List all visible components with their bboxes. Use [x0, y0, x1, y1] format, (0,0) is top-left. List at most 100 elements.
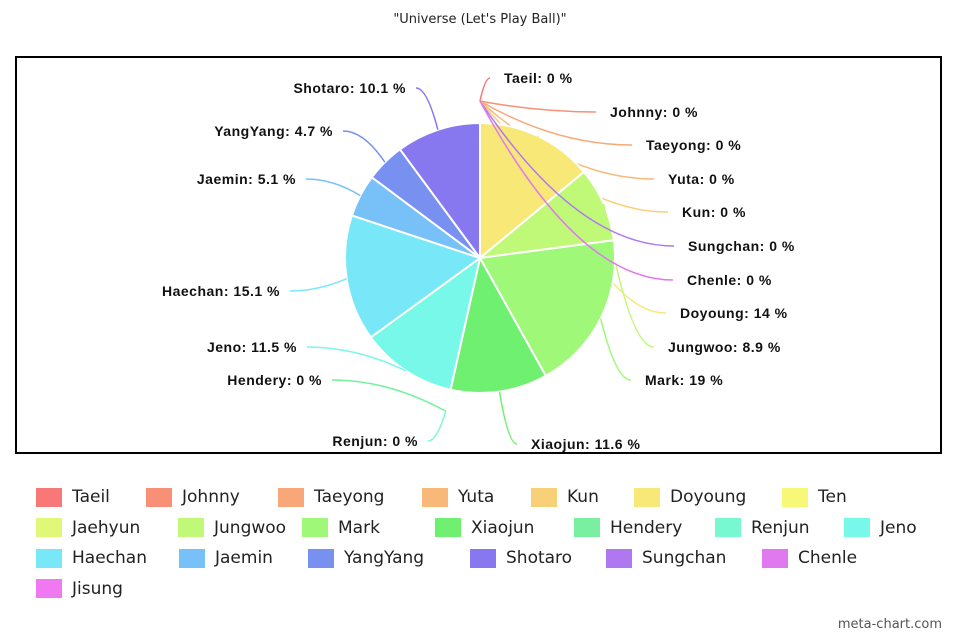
legend-swatch: [36, 548, 62, 568]
data-label-yuta: Yuta: 0 %: [668, 171, 735, 187]
data-label-kun: Kun: 0 %: [682, 204, 746, 220]
data-label-renjun: Renjun: 0 %: [332, 433, 418, 449]
legend-item-mark[interactable]: Mark: [302, 518, 380, 538]
legend-label: Renjun: [751, 517, 810, 538]
leader-line-jungwoo: [602, 203, 655, 348]
legend-item-jisung[interactable]: Jisung: [36, 579, 123, 599]
legend-swatch: [715, 518, 741, 537]
pie-slice-xiaojun[interactable]: [449, 255, 548, 394]
legend-item-shotaro[interactable]: Shotaro: [470, 548, 572, 568]
leader-line-chenle: [479, 100, 674, 281]
legend-swatch: [782, 487, 808, 507]
legend-label: Chenle: [798, 548, 858, 568]
legend-label: Taeyong: [314, 487, 385, 507]
chart-title: "Universe (Let's Play Ball)": [393, 12, 567, 27]
legend-swatch: [844, 518, 870, 537]
data-label-hendery: Hendery: 0 %: [227, 372, 322, 388]
legend-swatch: [146, 487, 172, 507]
legend-swatch: [36, 487, 62, 507]
legend-item-sungchan[interactable]: Sungchan: [606, 548, 726, 568]
legend-label: Kun: [567, 487, 599, 507]
legend-item-ten[interactable]: Ten: [782, 487, 847, 507]
data-label-haechan: Haechan: 15.1 %: [162, 283, 280, 299]
pie-slice-shotaro[interactable]: [398, 121, 481, 262]
pie-slice-mark[interactable]: [478, 239, 616, 378]
legend-item-taeyong[interactable]: Taeyong: [278, 487, 384, 507]
legend-label: Jisung: [72, 578, 123, 599]
leader-line-sungchan: [479, 100, 675, 247]
data-label-jeno: Jeno: 11.5 %: [207, 339, 297, 355]
data-label-mark: Mark: 19 %: [645, 372, 723, 388]
legend-swatch: [36, 518, 62, 537]
legend-swatch: [574, 518, 600, 537]
data-label-sungchan: Sungchan: 0 %: [688, 238, 795, 254]
legend-item-hendery[interactable]: Hendery: [574, 518, 682, 538]
legend-label: Doyoung: [670, 487, 747, 507]
legend-item-jeno[interactable]: Jeno: [844, 518, 917, 538]
legend-item-doyoung[interactable]: Doyoung: [634, 487, 746, 507]
plot-area: [15, 56, 942, 454]
legend-item-yangyang[interactable]: YangYang: [308, 548, 424, 568]
legend-swatch: [302, 518, 328, 537]
leader-line-taeil: [479, 77, 491, 102]
legend-item-johnny[interactable]: Johnny: [146, 487, 240, 507]
legend-label: Ten: [818, 487, 847, 507]
legend-label: Jeno: [880, 517, 917, 538]
legend-swatch: [762, 548, 788, 568]
leader-line-hendery: [331, 379, 447, 412]
leader-line-jeno: [306, 346, 407, 372]
legend-item-jaemin[interactable]: Jaemin: [179, 548, 273, 568]
legend-label: Jaemin: [215, 548, 273, 568]
legend-label: Yuta: [458, 487, 495, 507]
legend-swatch: [634, 487, 660, 507]
leader-line-renjun: [427, 411, 447, 442]
legend-item-xiaojun[interactable]: Xiaojun: [435, 518, 534, 538]
legend-swatch: [606, 548, 632, 568]
data-label-jungwoo: Jungwoo: 8.9 %: [668, 339, 781, 355]
legend-item-yuta[interactable]: Yuta: [422, 487, 494, 507]
legend-item-chenle[interactable]: Chenle: [762, 548, 857, 568]
legend-label: Haechan: [72, 548, 147, 568]
pie-slice-jeno[interactable]: [369, 255, 482, 391]
data-label-xiaojun: Xiaojun: 11.6 %: [531, 436, 640, 452]
credit: meta-chart.com: [837, 617, 942, 632]
leader-line-xiaojun: [498, 391, 518, 445]
leader-line-yangyang: [342, 130, 386, 163]
data-label-doyoung: Doyoung: 14 %: [680, 305, 788, 321]
legend-swatch: [36, 579, 62, 598]
legend-swatch: [278, 487, 304, 507]
legend-item-renjun[interactable]: Renjun: [715, 518, 810, 538]
legend-item-jungwoo[interactable]: Jungwoo: [178, 518, 286, 538]
legend-swatch: [435, 518, 461, 537]
leader-line-haechan: [289, 278, 347, 292]
pie-slice-haechan[interactable]: [344, 214, 483, 339]
leader-line-taeyong: [479, 100, 633, 146]
legend-swatch: [531, 487, 557, 507]
legend-item-taeil[interactable]: Taeil: [36, 487, 110, 507]
legend-label: YangYang: [344, 548, 425, 568]
legend-item-haechan[interactable]: Haechan: [36, 548, 147, 568]
leader-line-jaemin: [305, 178, 361, 197]
legend-swatch: [470, 548, 496, 568]
data-label-taeil: Taeil: 0 %: [504, 70, 573, 86]
legend-label: Johnny: [182, 487, 240, 507]
legend-swatch: [422, 487, 448, 507]
leader-line-shotaro: [415, 87, 439, 130]
data-label-shotaro: Shotaro: 10.1 %: [293, 80, 406, 96]
data-label-chenle: Chenle: 0 %: [687, 272, 772, 288]
leader-line-mark: [599, 318, 632, 381]
legend-label: Mark: [338, 517, 380, 538]
legend-label: Hendery: [610, 517, 683, 538]
data-label-johnny: Johnny: 0 %: [610, 104, 698, 120]
data-label-taeyong: Taeyong: 0 %: [646, 137, 741, 153]
legend-swatch: [308, 548, 334, 568]
legend-label: Shotaro: [506, 548, 573, 568]
legend-swatch: [178, 518, 204, 537]
legend-label: Taeil: [72, 487, 110, 507]
legend-item-kun[interactable]: Kun: [531, 487, 599, 507]
data-label-jaemin: Jaemin: 5.1 %: [197, 171, 296, 187]
legend-item-jaehyun[interactable]: Jaehyun: [36, 518, 140, 538]
leader-line-johnny: [479, 100, 597, 113]
